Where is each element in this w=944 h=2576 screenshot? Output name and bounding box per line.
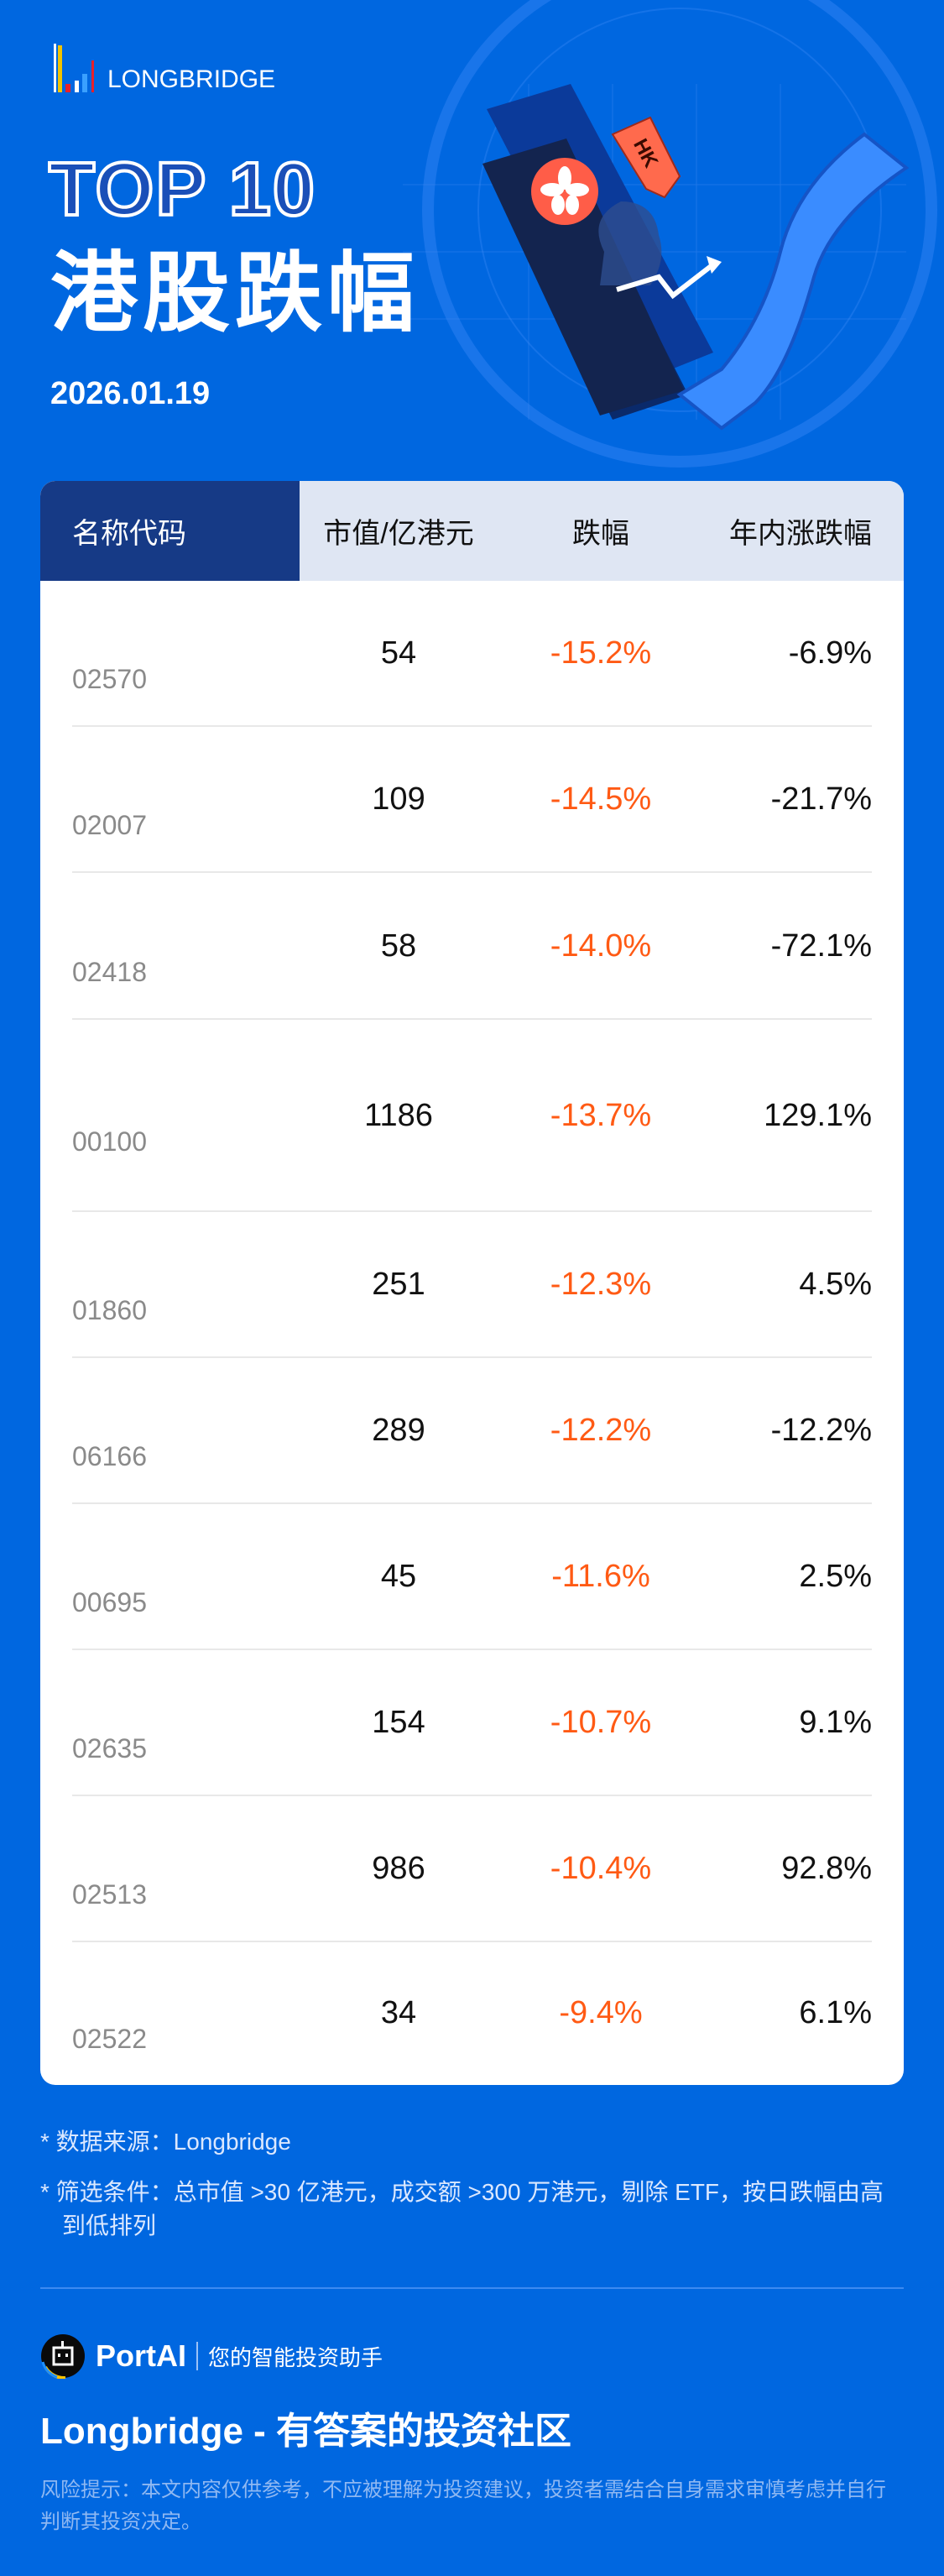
row-divider xyxy=(72,1210,872,1212)
ytd-change: -12.2% xyxy=(770,1413,872,1448)
stock-code: 01860 xyxy=(72,1295,147,1325)
stock-code: 06166 xyxy=(72,1441,147,1471)
market-cap: 154 xyxy=(372,1705,425,1740)
row-divider xyxy=(72,871,872,873)
daily-change: -13.7% xyxy=(550,1097,652,1133)
report-date: 2026.01.19 xyxy=(50,376,211,411)
daily-change: -10.7% xyxy=(550,1705,652,1740)
stock-code: 02513 xyxy=(72,1879,147,1910)
stock-code: 02635 xyxy=(72,1733,147,1763)
daily-change: -15.2% xyxy=(550,635,652,671)
stock-code: 02418 xyxy=(72,956,147,987)
daily-change: -11.6% xyxy=(551,1559,650,1594)
stock-code: 02522 xyxy=(72,2024,147,2054)
table-row: 02635 154 -10.7% 9.1% xyxy=(40,1650,904,1796)
row-divider xyxy=(72,1502,872,1504)
column-header-change: 跌幅 xyxy=(572,518,629,550)
daily-change: -14.0% xyxy=(550,927,652,964)
market-cap: 289 xyxy=(372,1413,425,1448)
portai-name: PortAI xyxy=(96,2338,186,2373)
market-cap: 54 xyxy=(380,635,417,671)
portai-tagline: 您的智能投资助手 xyxy=(208,2344,383,2370)
portai-brand: PortAI 您的智能投资助手 xyxy=(40,2333,383,2379)
row-divider xyxy=(72,1649,872,1650)
table-row: 02007 109 -14.5% -21.7% xyxy=(40,727,904,873)
market-cap: 109 xyxy=(372,781,425,817)
filter-criteria-note: * 筛选条件：总市值 >30 亿港元，成交额 >300 万港元，剔除 ETF，按… xyxy=(40,2179,884,2239)
ytd-change: -6.9% xyxy=(788,635,872,671)
row-divider xyxy=(72,1356,872,1358)
logo-bars-icon xyxy=(54,44,94,92)
row-divider xyxy=(72,1941,872,1942)
ytd-change: -72.1% xyxy=(770,927,872,964)
ytd-change: 9.1% xyxy=(799,1705,872,1740)
footer-divider xyxy=(40,2287,904,2289)
table-row: 06166 289 -12.2% -12.2% xyxy=(40,1358,904,1504)
row-divider xyxy=(72,725,872,727)
stock-code: 00100 xyxy=(72,1126,147,1157)
table-row: 00695 45 -11.6% 2.5% xyxy=(40,1504,904,1650)
market-cap: 34 xyxy=(380,1995,417,2030)
market-cap: 986 xyxy=(372,1851,425,1886)
portai-separator xyxy=(196,2342,198,2370)
risk-disclaimer: 风险提示：本文内容仅供参考，不应被理解为投资建议，投资者需结合自身需求审慎考虑并… xyxy=(40,2479,886,2533)
column-header-market-cap: 市值/亿港元 xyxy=(323,518,474,550)
data-source-note: * 数据来源：Longbridge xyxy=(40,2129,291,2155)
ytd-change: 4.5% xyxy=(799,1267,872,1302)
table-row: 01860 251 -12.3% 4.5% xyxy=(40,1212,904,1358)
ytd-change: -21.7% xyxy=(770,781,872,817)
ytd-change: 129.1% xyxy=(764,1097,872,1133)
daily-change: -14.5% xyxy=(550,781,652,817)
ranking-table: 名称代码 市值/亿港元 跌幅 年内涨跌幅 02570 54 -15.2% -6.9% 0… xyxy=(40,481,904,2085)
ytd-change: 6.1% xyxy=(799,1995,872,2030)
ytd-change: 2.5% xyxy=(799,1559,872,1594)
table-row: 02522 34 -9.4% 6.1% xyxy=(40,1942,904,2085)
stock-code: 02570 xyxy=(72,664,147,694)
daily-change: -10.4% xyxy=(550,1851,652,1886)
slogan: Longbridge - 有答案的投资社区 xyxy=(40,2411,572,2452)
stock-code: 00695 xyxy=(72,1587,147,1617)
table-row: 00100 1186 -13.7% 129.1% xyxy=(40,1020,904,1212)
column-header-name-code: 名称代码 xyxy=(40,481,300,581)
column-header-ytd: 年内涨跌幅 xyxy=(729,518,872,550)
daily-change: -9.4% xyxy=(559,1995,643,2030)
daily-change: -12.3% xyxy=(550,1267,652,1302)
daily-change: -12.2% xyxy=(550,1413,652,1448)
market-cap: 251 xyxy=(372,1267,425,1302)
table-row: 02513 986 -10.4% 92.8% xyxy=(40,1796,904,1942)
logo-text: LONGBRIDGE xyxy=(107,65,276,93)
stock-code: 02007 xyxy=(72,810,147,840)
hk-market-illustration: HK xyxy=(403,0,937,468)
row-divider xyxy=(72,1018,872,1020)
table-row: 02570 54 -15.2% -6.9% xyxy=(40,581,904,727)
longbridge-logo: LONGBRIDGE xyxy=(52,44,275,92)
row-divider xyxy=(72,1795,872,1796)
table-row: 02418 58 -14.0% -72.1% xyxy=(40,873,904,1020)
portai-robot-icon xyxy=(41,2334,85,2379)
ytd-change: 92.8% xyxy=(781,1851,872,1886)
page-title: 港股跌幅 xyxy=(50,245,420,342)
market-cap: 45 xyxy=(380,1559,417,1594)
market-cap: 1186 xyxy=(364,1097,433,1133)
top10-heading: TOP 10 xyxy=(47,146,316,233)
market-cap: 58 xyxy=(380,927,417,964)
